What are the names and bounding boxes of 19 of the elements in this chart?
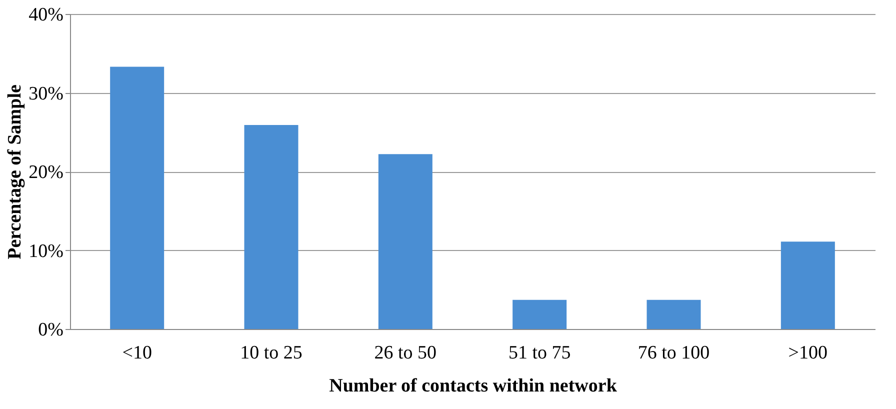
x-tick-label: 10 to 25 [240, 342, 302, 364]
bar [780, 242, 835, 329]
x-tick-label: <10 [122, 342, 152, 364]
x-tick-label: 26 to 50 [374, 342, 437, 364]
x-tick-label: >100 [788, 342, 828, 364]
bar [378, 154, 432, 329]
y-tick-label: 20% [28, 162, 64, 183]
y-tick-label: 30% [28, 83, 64, 104]
bar [244, 125, 298, 329]
x-tick-label: 51 to 75 [508, 342, 571, 364]
bar [110, 66, 164, 329]
x-tick-label: 76 to 100 [638, 342, 710, 364]
x-axis-title: Number of contacts within network [329, 376, 618, 396]
bar [512, 300, 567, 329]
y-tick-label: 0% [38, 320, 64, 340]
y-axis-title: Percentage of Sample [4, 84, 26, 260]
y-tick-label: 40% [28, 4, 64, 26]
y-tick-label: 10% [28, 240, 64, 262]
bar [646, 300, 701, 329]
